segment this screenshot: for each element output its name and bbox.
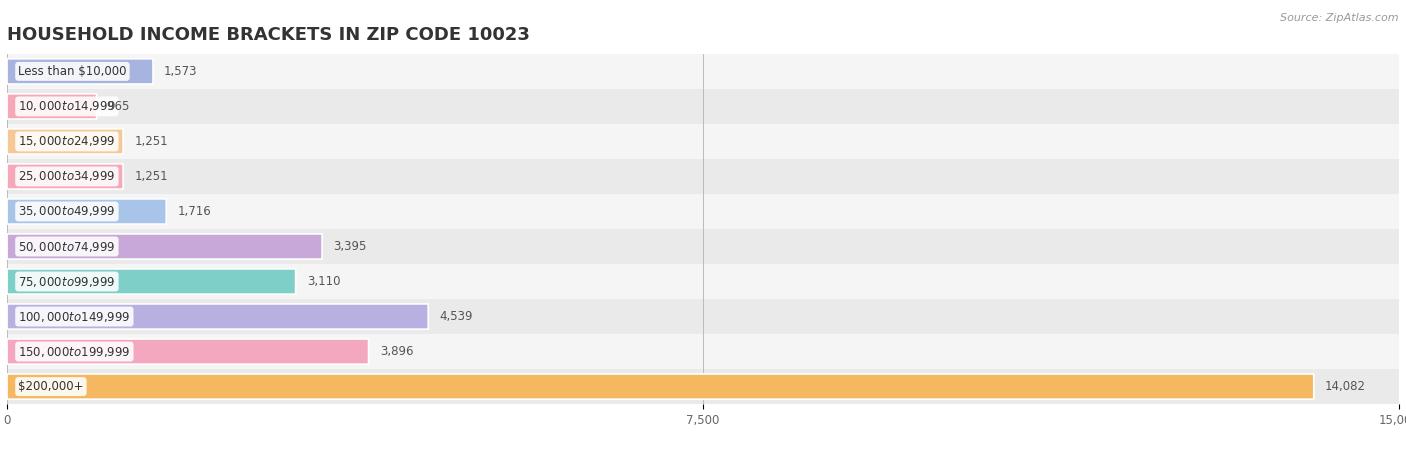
Text: 1,251: 1,251 [134,170,167,183]
Text: 4,539: 4,539 [439,310,472,323]
Text: $15,000 to $24,999: $15,000 to $24,999 [18,134,115,149]
FancyBboxPatch shape [7,334,1399,369]
Text: $100,000 to $149,999: $100,000 to $149,999 [18,309,131,324]
Text: $35,000 to $49,999: $35,000 to $49,999 [18,204,115,219]
Text: 3,395: 3,395 [333,240,367,253]
FancyBboxPatch shape [7,299,1399,334]
Text: $25,000 to $34,999: $25,000 to $34,999 [18,169,115,184]
FancyBboxPatch shape [7,129,124,154]
Text: $10,000 to $14,999: $10,000 to $14,999 [18,99,115,114]
FancyBboxPatch shape [7,374,1313,399]
Text: 965: 965 [108,100,131,113]
FancyBboxPatch shape [7,229,1399,264]
Text: HOUSEHOLD INCOME BRACKETS IN ZIP CODE 10023: HOUSEHOLD INCOME BRACKETS IN ZIP CODE 10… [7,26,530,44]
Text: 1,573: 1,573 [165,65,198,78]
FancyBboxPatch shape [7,164,124,189]
FancyBboxPatch shape [7,94,97,119]
Text: $150,000 to $199,999: $150,000 to $199,999 [18,344,131,359]
FancyBboxPatch shape [7,194,1399,229]
FancyBboxPatch shape [7,234,322,259]
Text: 14,082: 14,082 [1324,380,1365,393]
Text: $200,000+: $200,000+ [18,380,84,393]
Text: Source: ZipAtlas.com: Source: ZipAtlas.com [1281,13,1399,23]
Text: 1,716: 1,716 [177,205,211,218]
FancyBboxPatch shape [7,199,166,224]
FancyBboxPatch shape [7,264,1399,299]
Text: 3,110: 3,110 [307,275,340,288]
FancyBboxPatch shape [7,159,1399,194]
FancyBboxPatch shape [7,269,295,294]
FancyBboxPatch shape [7,124,1399,159]
FancyBboxPatch shape [7,89,1399,124]
Text: 1,251: 1,251 [134,135,167,148]
FancyBboxPatch shape [7,304,429,329]
Text: $50,000 to $74,999: $50,000 to $74,999 [18,239,115,254]
FancyBboxPatch shape [7,54,1399,89]
Text: 3,896: 3,896 [380,345,413,358]
Text: $75,000 to $99,999: $75,000 to $99,999 [18,274,115,289]
FancyBboxPatch shape [7,59,153,84]
Text: Less than $10,000: Less than $10,000 [18,65,127,78]
FancyBboxPatch shape [7,369,1399,404]
FancyBboxPatch shape [7,339,368,364]
